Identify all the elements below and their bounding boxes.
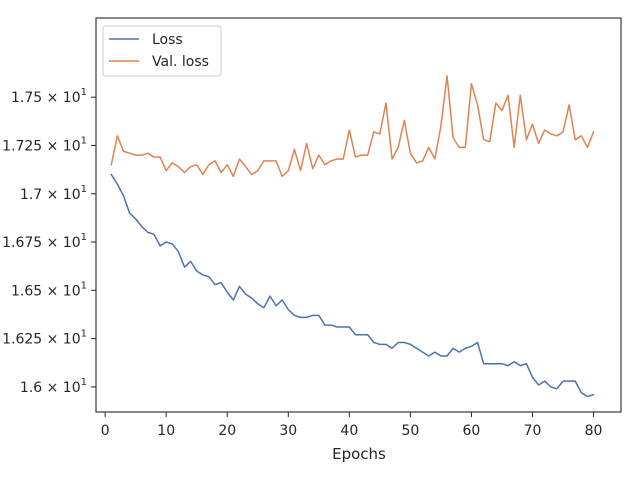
x-tick-label: 10: [157, 423, 175, 439]
y-tick-label: 1.6 × 101: [20, 377, 87, 396]
y-tick-label: 1.625 × 101: [2, 329, 87, 348]
x-tick-label: 70: [524, 423, 542, 439]
x-axis-label: Epochs: [332, 445, 386, 463]
axes-frame: [95, 17, 622, 413]
legend-label: Val. loss: [152, 54, 209, 70]
series-line-1: [110, 173, 595, 398]
y-tick-label: 1.7 × 101: [20, 184, 87, 203]
plot-area: [95, 17, 622, 413]
y-tick-label: 1.675 × 101: [2, 232, 87, 251]
x-tick-label: 0: [101, 423, 110, 439]
x-tick-label: 50: [401, 423, 419, 439]
x-axis-ticks: 0 10 20 30 40 50 60 70 80: [101, 412, 603, 439]
legend: Loss Val. loss: [102, 25, 222, 77]
series-layer: [110, 75, 595, 398]
x-tick-label: 30: [279, 423, 297, 439]
series-line-2: [110, 75, 595, 178]
legend-label: Loss: [152, 32, 183, 48]
x-tick-label: 40: [340, 423, 358, 439]
x-tick-label: 20: [218, 423, 236, 439]
y-axis-ticks: 1.6 × 101 1.625 × 101 1.65 × 101 1.675 × 10…: [2, 87, 96, 396]
y-tick-label: 1.65 × 101: [11, 280, 87, 299]
y-tick-label: 1.725 × 101: [2, 135, 87, 154]
x-tick-label: 60: [463, 423, 481, 439]
y-tick-label: 1.75 × 101: [11, 87, 87, 106]
x-tick-label: 80: [585, 423, 603, 439]
